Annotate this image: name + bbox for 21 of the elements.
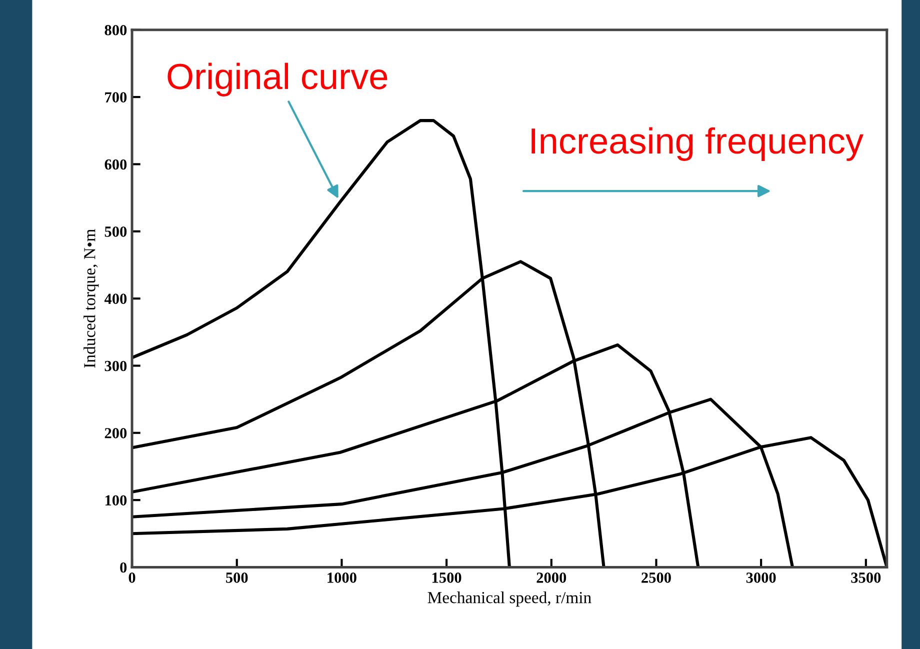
x-tick-label: 3500 — [851, 572, 881, 583]
y-tick-label: 700 — [105, 92, 127, 102]
y-tick-label: 200 — [104, 428, 127, 438]
x-tick-label: 3000 — [746, 572, 776, 583]
y-tick-label: 0 — [120, 562, 127, 573]
annotation: Original curve — [168, 62, 388, 96]
x-tick-label: 2500 — [642, 572, 671, 583]
y-tick-label: 500 — [104, 226, 127, 237]
x-axis-title: Mechanical speed, r/min — [428, 592, 592, 607]
annotation: Increasing frequency — [532, 127, 864, 161]
x-tick-label: 500 — [226, 572, 248, 583]
y-tick-label: 100 — [105, 495, 127, 506]
y-axis-title: Induced torque, N•m — [84, 229, 99, 368]
x-tick-label: 1500 — [432, 572, 462, 583]
x-tick-label: 2000 — [536, 572, 566, 583]
y-tick-label: 800 — [104, 24, 127, 36]
x-tick-label: 1000 — [328, 572, 356, 583]
y-tick-label: 300 — [104, 360, 127, 372]
y-tick-label: 600 — [104, 159, 127, 170]
x-tick-label: 0 — [128, 572, 136, 583]
y-tick-label: 400 — [104, 294, 127, 304]
